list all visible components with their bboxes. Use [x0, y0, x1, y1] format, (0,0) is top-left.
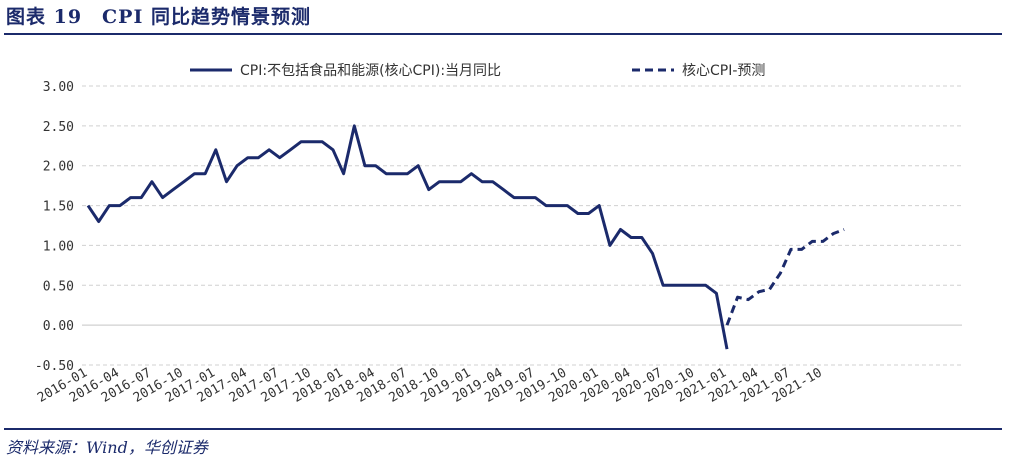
legend-label-core-cpi: CPI:不包括食品和能源(核心CPI):当月同比: [240, 62, 501, 79]
top-rule: [4, 33, 1002, 35]
figure-title: 图表 19 CPI 同比趋势情景预测: [6, 6, 311, 28]
y-tick-layer: -0.50 0.00 0.50 1.00 1.50 2.00 2.50 3.00: [35, 80, 74, 374]
bottom-rule: [4, 428, 1002, 430]
y-tick-label: 3.00: [43, 80, 74, 95]
y-tick-label: 1.50: [43, 200, 74, 215]
y-tick-label: 2.50: [43, 120, 74, 135]
series-layer: [86, 124, 845, 350]
y-tick-label: 1.00: [43, 239, 74, 254]
legend-label-forecast: 核心CPI-预测: [682, 63, 765, 79]
source-note: 资料来源：Wind，华创证券: [6, 438, 208, 457]
x-tick-layer: 2016-012016-042016-072016-102017-012017-…: [35, 365, 825, 405]
series-line-forecast: [725, 228, 845, 326]
line-chart: -0.50 0.00 0.50 1.00 1.50 2.00 2.50 3.00 2016-0…: [35, 62, 962, 406]
y-tick-label: -0.50: [35, 359, 74, 374]
y-tick-label: 2.00: [43, 160, 74, 175]
series-line-core-cpi: [86, 124, 729, 350]
y-tick-label: 0.50: [43, 279, 74, 294]
y-tick-label: 0.00: [43, 319, 74, 334]
grid-layer: [82, 85, 962, 366]
legend: CPI:不包括食品和能源(核心CPI):当月同比 核心CPI-预测: [190, 62, 765, 79]
